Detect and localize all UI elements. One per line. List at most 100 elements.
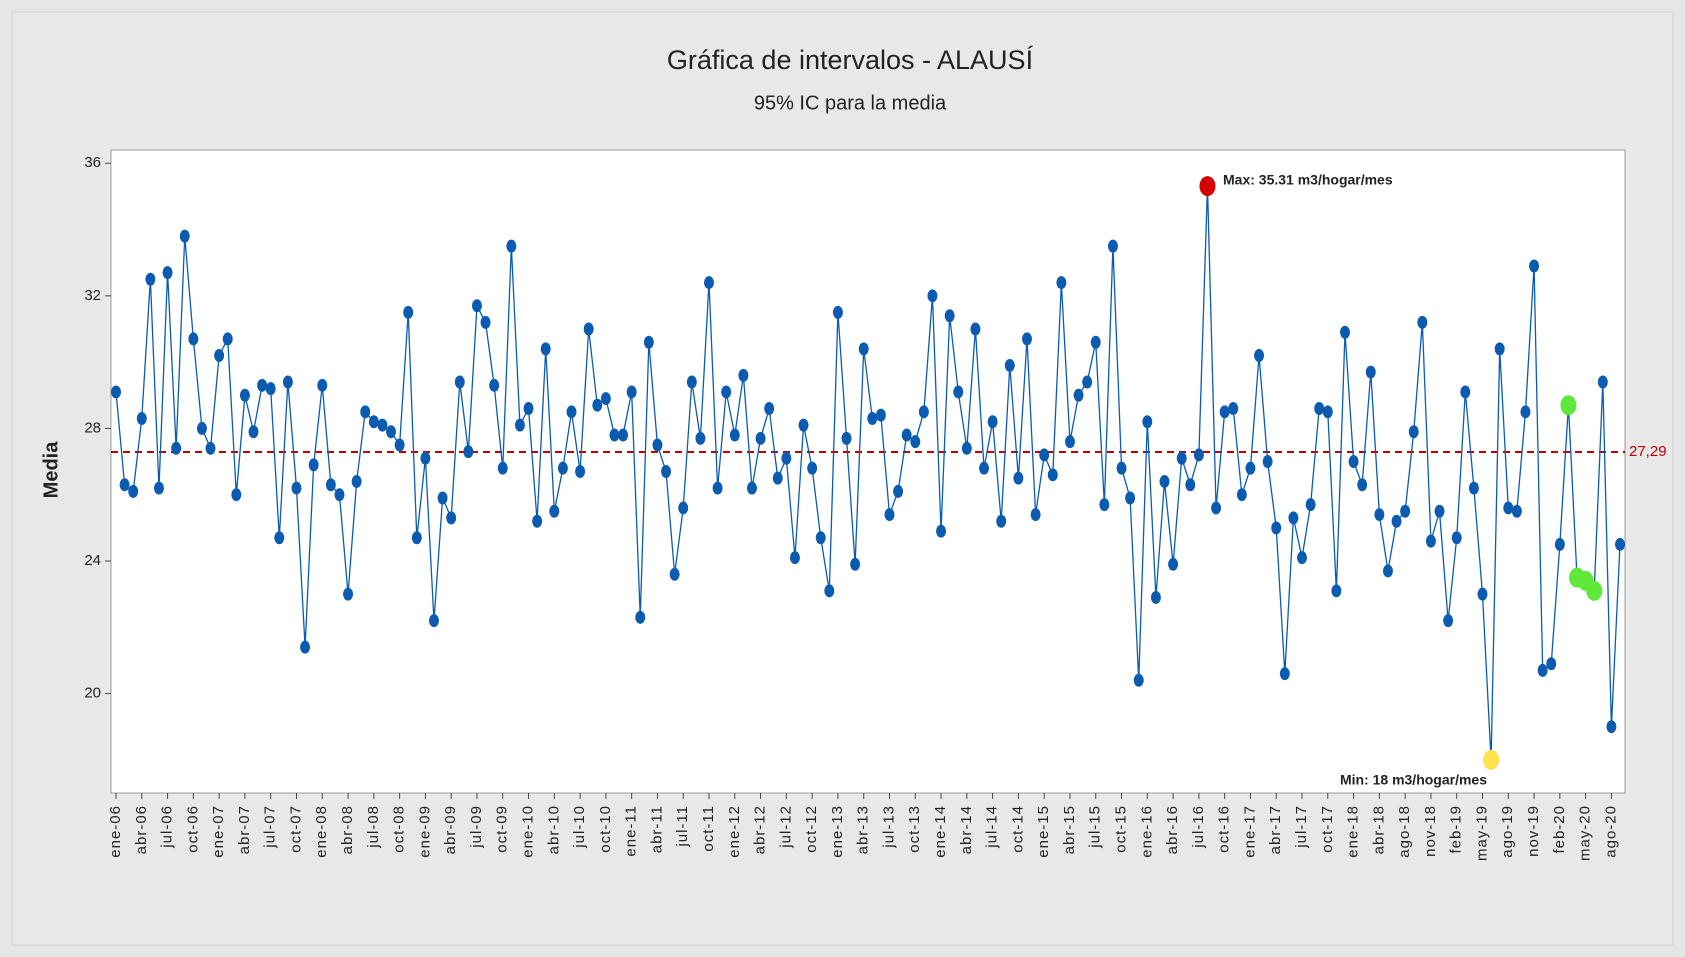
data-point — [566, 405, 577, 419]
data-point — [1199, 176, 1216, 197]
data-point — [1236, 488, 1247, 502]
x-tick-label: jul-06 — [159, 805, 176, 849]
data-point — [196, 421, 207, 435]
data-point — [360, 405, 371, 419]
x-tick-label: abr-17 — [1267, 805, 1284, 854]
data-point — [111, 385, 121, 399]
data-point — [437, 491, 448, 505]
data-point — [850, 557, 861, 571]
data-point — [686, 375, 697, 389]
data-point — [661, 465, 672, 478]
x-tick-label: oct-14 — [1009, 805, 1026, 853]
data-point — [1443, 614, 1454, 628]
x-tick-label: abr-06 — [133, 805, 150, 854]
x-tick-label: feb-20 — [1551, 805, 1568, 854]
data-point — [772, 471, 783, 485]
x-tick-label: abr-11 — [648, 805, 665, 853]
data-point — [979, 461, 990, 475]
x-tick-label: abr-12 — [752, 805, 769, 854]
data-point — [970, 322, 981, 336]
data-point — [1288, 511, 1299, 525]
data-point — [738, 368, 749, 382]
data-point — [128, 484, 139, 498]
data-point — [557, 461, 568, 475]
data-point — [1597, 375, 1608, 389]
data-point — [1503, 501, 1514, 515]
data-point — [1297, 551, 1308, 565]
data-point — [480, 315, 491, 329]
x-tick-label: oct-15 — [1113, 805, 1130, 853]
data-point — [377, 418, 388, 432]
data-point — [704, 276, 715, 290]
data-point — [317, 378, 328, 392]
data-point — [1262, 455, 1273, 469]
data-point — [1082, 375, 1093, 389]
annotation: Max: 35.31 m3/hogar/mes — [1223, 172, 1393, 188]
annotation: Min: 18 m3/hogar/mes — [1340, 772, 1487, 788]
data-point — [514, 418, 525, 432]
data-point — [463, 445, 474, 459]
x-tick-label: ene-14 — [932, 805, 949, 858]
data-point — [1305, 498, 1316, 512]
x-tick-label: ene-16 — [1138, 805, 1155, 858]
data-point — [1554, 537, 1565, 551]
data-point — [592, 398, 603, 412]
data-point — [394, 438, 405, 452]
data-point — [1228, 402, 1239, 416]
chart-subtitle: 95% IC para la media — [754, 92, 947, 114]
data-point — [489, 378, 500, 392]
data-point — [1357, 478, 1368, 492]
data-point — [119, 478, 130, 492]
data-point — [1150, 590, 1161, 604]
data-point — [1279, 667, 1290, 681]
data-point — [1348, 455, 1359, 469]
x-tick-label: ene-09 — [416, 805, 433, 858]
data-point — [789, 551, 800, 565]
data-point — [1382, 564, 1393, 578]
x-tick-label: feb-19 — [1448, 805, 1465, 854]
data-point — [609, 428, 620, 442]
data-point — [729, 428, 740, 442]
data-point — [600, 392, 611, 406]
data-point — [1511, 504, 1522, 518]
y-tick-label: 28 — [84, 419, 101, 436]
data-point — [721, 385, 732, 399]
x-tick-label: abr-07 — [236, 805, 253, 854]
data-point — [1099, 498, 1110, 512]
data-point — [300, 640, 311, 654]
data-point — [1520, 405, 1531, 419]
y-tick-label: 32 — [84, 287, 101, 304]
x-tick-label: oct-10 — [597, 805, 614, 853]
data-point — [1254, 348, 1265, 362]
data-point — [1073, 388, 1084, 402]
data-point — [1425, 534, 1436, 548]
data-point — [274, 531, 285, 545]
data-point — [1483, 749, 1500, 770]
data-point — [162, 266, 173, 280]
x-tick-label: ene-08 — [313, 805, 330, 858]
x-tick-label: may-19 — [1473, 805, 1490, 861]
data-point — [781, 451, 792, 465]
data-point — [532, 514, 543, 528]
data-point — [1331, 584, 1342, 598]
x-tick-label: oct-12 — [803, 805, 820, 853]
data-point — [910, 435, 921, 449]
data-point — [214, 348, 225, 362]
x-tick-label: abr-18 — [1370, 805, 1387, 854]
x-tick-label: jul-14 — [984, 805, 1001, 849]
data-point — [1494, 342, 1505, 356]
data-point — [1537, 663, 1548, 677]
data-point — [343, 587, 354, 601]
data-point — [1193, 448, 1204, 462]
data-point — [540, 342, 551, 356]
data-point — [1168, 557, 1179, 571]
x-tick-label: ene-07 — [210, 805, 227, 858]
data-point — [1133, 673, 1144, 687]
data-point — [145, 272, 156, 286]
data-point — [523, 402, 534, 416]
data-point — [1477, 587, 1488, 601]
x-tick-label: oct-07 — [287, 805, 304, 853]
data-point — [136, 411, 147, 425]
data-point — [746, 481, 757, 495]
